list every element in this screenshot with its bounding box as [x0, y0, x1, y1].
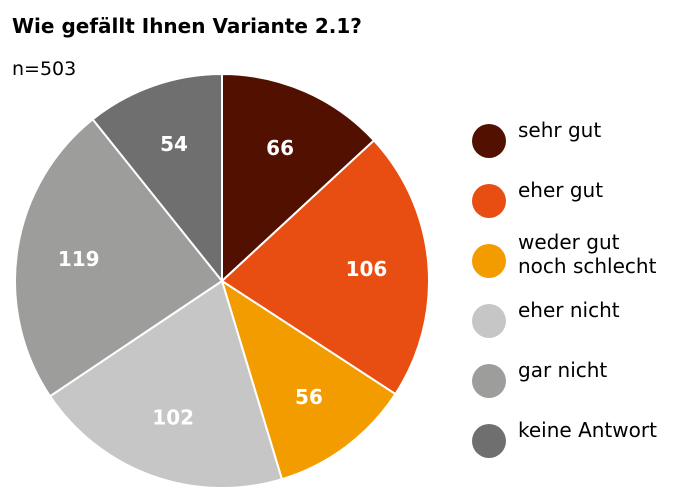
pie-slice [221, 72, 376, 284]
slice-value-label: 54 [160, 132, 188, 156]
legend-swatch [472, 244, 506, 278]
slice-value-label: 119 [58, 247, 100, 271]
legend-label: sehr gut [518, 118, 602, 142]
pie-slice [91, 72, 223, 284]
pie-slice [14, 117, 224, 398]
legend-label: eher nicht [518, 298, 620, 322]
legend-label: weder gut noch schlecht [518, 230, 657, 278]
pie-slice [220, 278, 397, 481]
legend-swatch [472, 424, 506, 458]
legend-swatch [472, 184, 506, 218]
chart-title: Wie gefällt Ihnen Variante 2.1? [12, 14, 362, 38]
legend-swatch [472, 304, 506, 338]
pie-chart: 66 106 56 102 119 54 [14, 72, 431, 490]
pie-slice [48, 279, 284, 490]
slice-value-label: 106 [346, 257, 388, 281]
legend-label: keine Antwort [518, 418, 657, 442]
legend-swatch [472, 124, 506, 158]
legend-item: keine Antwort [472, 418, 682, 478]
chart-subtitle: n=503 [12, 58, 77, 80]
legend-item: weder gut noch schlecht [472, 230, 682, 298]
slice-value-label: 66 [266, 136, 294, 160]
slice-value-label: 102 [152, 406, 194, 430]
legend-label: gar nicht [518, 358, 608, 382]
legend-item: eher nicht [472, 298, 682, 358]
legend-item: eher gut [472, 178, 682, 238]
legend: sehr gut eher gut weder gut noch schlecht e… [472, 118, 682, 478]
legend-item: sehr gut [472, 118, 682, 178]
legend-item: gar nicht [472, 358, 682, 418]
legend-swatch [472, 364, 506, 398]
legend-label: eher gut [518, 178, 604, 202]
pie-slice [220, 139, 431, 396]
slice-value-label: 56 [295, 385, 323, 409]
